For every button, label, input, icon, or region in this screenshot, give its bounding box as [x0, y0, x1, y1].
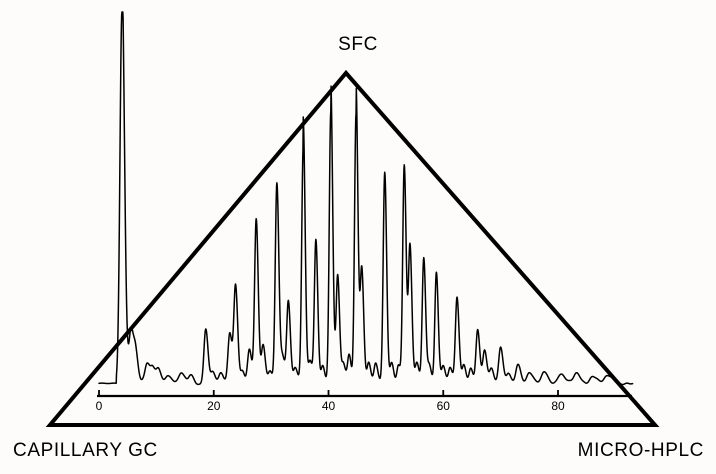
bottom-left-label-capillary-gc: CAPILLARY GC	[13, 440, 158, 461]
x-axis-tick-label: 80	[551, 399, 565, 413]
x-axis-tick-label: 0	[96, 399, 103, 413]
x-axis: 0 20 40 60 80	[96, 390, 632, 413]
x-axis-tick-label: 60	[437, 399, 451, 413]
triangle-outline	[45, 69, 660, 427]
x-axis-tick-labels: 0 20 40 60 80	[96, 399, 565, 413]
x-axis-tick-label: 20	[207, 399, 221, 413]
x-axis-ticks	[98, 390, 559, 396]
apex-label-sfc: SFC	[338, 34, 378, 55]
bottom-right-label-micro-hplc: MICRO-HPLC	[577, 440, 704, 461]
chromatogram-trace	[98, 11, 634, 386]
x-axis-tick-label: 40	[322, 399, 336, 413]
